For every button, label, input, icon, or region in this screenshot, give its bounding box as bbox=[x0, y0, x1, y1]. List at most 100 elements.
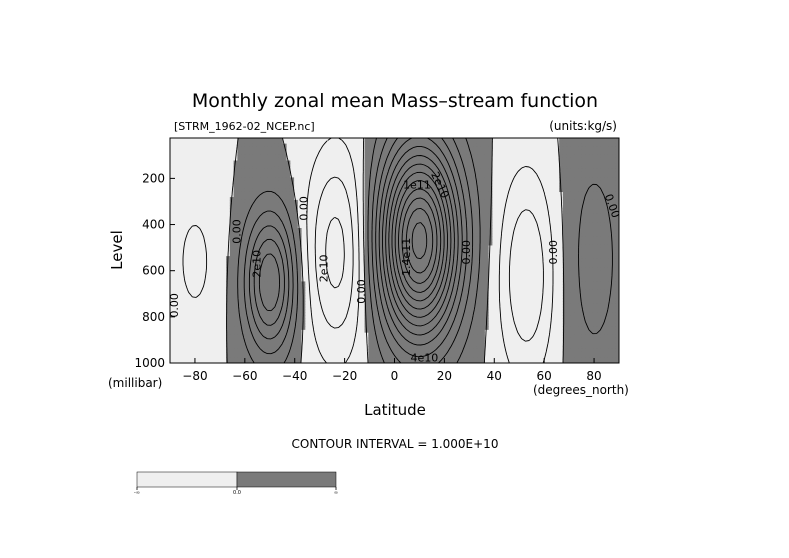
positive-fill-cell bbox=[596, 275, 601, 280]
positive-fill-cell bbox=[263, 211, 268, 215]
positive-fill-cell bbox=[237, 163, 242, 167]
positive-fill-cell bbox=[405, 256, 411, 260]
positive-fill-cell bbox=[368, 242, 373, 246]
positive-fill-cell bbox=[443, 261, 448, 266]
positive-fill-cell bbox=[256, 284, 261, 288]
positive-fill-cell bbox=[589, 149, 594, 153]
positive-fill-cell bbox=[241, 281, 246, 285]
positive-fill-cell bbox=[278, 211, 283, 215]
positive-fill-cell bbox=[401, 253, 407, 257]
positive-fill-cell bbox=[473, 146, 478, 150]
positive-fill-cell bbox=[570, 320, 575, 325]
positive-fill-cell bbox=[615, 242, 619, 246]
positive-fill-cell bbox=[416, 205, 422, 209]
positive-fill-cell bbox=[581, 309, 586, 313]
positive-fill-cell bbox=[285, 306, 291, 311]
positive-fill-cell bbox=[443, 216, 448, 221]
positive-fill-cell bbox=[274, 320, 280, 325]
positive-fill-cell bbox=[439, 185, 444, 190]
positive-fill-cell bbox=[607, 326, 613, 330]
positive-fill-cell bbox=[278, 143, 283, 148]
positive-fill-cell bbox=[271, 194, 276, 198]
positive-fill-cell bbox=[379, 143, 384, 148]
positive-fill-cell bbox=[473, 242, 478, 246]
positive-fill-cell bbox=[226, 258, 231, 263]
positive-fill-cell bbox=[372, 166, 377, 170]
positive-fill-cell bbox=[274, 219, 280, 223]
positive-fill-cell bbox=[604, 273, 609, 277]
positive-fill-cell bbox=[413, 216, 418, 221]
positive-fill-cell bbox=[237, 194, 242, 198]
positive-fill-cell bbox=[241, 213, 246, 218]
positive-fill-cell bbox=[274, 337, 280, 342]
positive-fill-cell bbox=[372, 233, 377, 238]
positive-fill-cell bbox=[585, 258, 590, 263]
positive-fill-cell bbox=[574, 191, 579, 195]
positive-fill-cell bbox=[581, 332, 586, 336]
positive-fill-cell bbox=[267, 340, 272, 344]
positive-fill-cell bbox=[439, 177, 444, 181]
positive-fill-cell bbox=[263, 334, 268, 339]
positive-fill-cell bbox=[562, 228, 568, 232]
positive-fill-cell bbox=[581, 306, 586, 311]
positive-fill-cell bbox=[241, 171, 246, 176]
positive-fill-cell bbox=[600, 168, 605, 173]
positive-fill-cell bbox=[476, 157, 482, 162]
positive-fill-cell bbox=[241, 301, 246, 305]
positive-fill-cell bbox=[398, 228, 403, 232]
positive-fill-cell bbox=[420, 258, 426, 263]
positive-fill-cell bbox=[585, 270, 590, 274]
positive-fill-cell bbox=[259, 208, 265, 212]
positive-fill-cell bbox=[469, 273, 474, 277]
positive-fill-cell bbox=[368, 143, 373, 148]
positive-fill-cell bbox=[237, 197, 242, 201]
positive-fill-cell bbox=[368, 247, 373, 252]
positive-fill-cell bbox=[285, 334, 291, 339]
positive-fill-cell bbox=[278, 323, 283, 328]
positive-fill-cell bbox=[607, 264, 613, 268]
positive-fill-cell bbox=[473, 154, 478, 159]
positive-fill-cell bbox=[562, 166, 568, 170]
positive-fill-cell bbox=[428, 340, 433, 344]
positive-fill-cell bbox=[293, 267, 298, 271]
positive-fill-cell bbox=[600, 225, 605, 229]
positive-fill-cell bbox=[577, 163, 583, 167]
positive-fill-cell bbox=[263, 208, 268, 212]
positive-fill-cell bbox=[282, 194, 287, 198]
positive-fill-cell bbox=[484, 138, 489, 142]
positive-fill-cell bbox=[458, 138, 463, 142]
positive-fill-cell bbox=[615, 309, 619, 313]
positive-fill-cell bbox=[237, 233, 242, 238]
positive-fill-cell bbox=[446, 301, 452, 305]
positive-fill-cell bbox=[248, 140, 253, 145]
positive-fill-cell bbox=[611, 315, 616, 319]
positive-fill-cell bbox=[484, 242, 489, 246]
positive-fill-cell bbox=[458, 261, 463, 266]
positive-fill-cell bbox=[473, 244, 478, 249]
positive-fill-cell bbox=[566, 160, 571, 164]
positive-fill-cell bbox=[461, 284, 467, 288]
positive-fill-cell bbox=[387, 318, 392, 322]
positive-fill-cell bbox=[589, 273, 594, 277]
positive-fill-cell bbox=[394, 273, 399, 277]
positive-fill-cell bbox=[226, 312, 231, 316]
positive-fill-cell bbox=[256, 222, 261, 226]
positive-fill-cell bbox=[364, 270, 369, 274]
positive-fill-cell bbox=[480, 211, 485, 215]
positive-fill-cell bbox=[581, 270, 586, 274]
positive-fill-cell bbox=[424, 171, 429, 176]
positive-fill-cell bbox=[574, 301, 579, 305]
positive-fill-cell bbox=[383, 250, 388, 254]
positive-fill-cell bbox=[604, 183, 609, 187]
positive-fill-cell bbox=[297, 284, 302, 288]
positive-fill-cell bbox=[409, 216, 414, 221]
positive-fill-cell bbox=[383, 183, 388, 187]
positive-fill-cell bbox=[252, 309, 257, 313]
positive-fill-cell bbox=[428, 281, 433, 285]
positive-fill-cell bbox=[435, 180, 440, 184]
positive-fill-cell bbox=[387, 219, 392, 223]
positive-fill-cell bbox=[252, 219, 257, 223]
positive-fill-cell bbox=[394, 194, 399, 198]
positive-fill-cell bbox=[424, 278, 429, 283]
positive-fill-cell bbox=[383, 332, 388, 336]
